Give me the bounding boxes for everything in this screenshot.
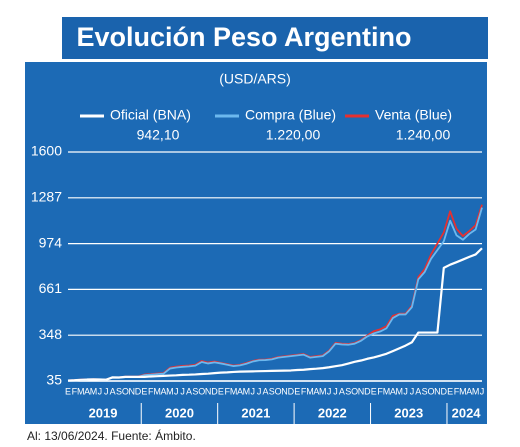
x-tick-label: E: [447, 386, 453, 396]
x-tick-label: M: [77, 386, 85, 396]
legend-value: 1.220,00: [266, 127, 321, 143]
series-line: [67, 247, 483, 382]
x-tick-label: J: [410, 386, 415, 396]
x-tick-label: F: [301, 386, 307, 396]
x-tick-label: O: [351, 386, 358, 396]
x-tick-label: S: [116, 386, 122, 396]
footer-note: Al: 13/06/2024. Fuente: Ámbito.: [27, 428, 196, 443]
x-tick-label: S: [422, 386, 428, 396]
x-tick-label: A: [313, 386, 319, 396]
x-tick-label: E: [65, 386, 71, 396]
x-tick-label: J: [98, 386, 103, 396]
x-tick-label: N: [358, 386, 365, 396]
y-tick-label: 35: [46, 372, 62, 388]
x-tick-label: E: [371, 386, 377, 396]
x-tick-label: M: [230, 386, 238, 396]
x-tick-label: A: [237, 386, 243, 396]
year-label: 2021: [241, 405, 270, 420]
year-label: 2023: [394, 405, 423, 420]
x-tick-label: A: [339, 386, 345, 396]
x-tick-label: J: [327, 386, 332, 396]
x-tick-label: J: [403, 386, 408, 396]
x-tick-label: O: [122, 386, 129, 396]
x-tick-label: M: [90, 386, 98, 396]
x-tick-label: E: [294, 386, 300, 396]
chart-subtitle: (USD/ARS): [219, 71, 291, 87]
x-tick-label: J: [250, 386, 255, 396]
y-tick-label: 1287: [31, 189, 62, 205]
y-tick-label: 1600: [31, 143, 62, 159]
x-tick-label: M: [472, 386, 480, 396]
x-tick-label: F: [148, 386, 154, 396]
x-tick-label: M: [459, 386, 467, 396]
x-tick-label: F: [224, 386, 230, 396]
x-tick-label: O: [198, 386, 205, 396]
x-tick-label: N: [281, 386, 288, 396]
legend-label: Compra (Blue): [245, 107, 336, 123]
title-banner: [62, 17, 488, 59]
chart-title: Evolución Peso Argentino: [76, 22, 411, 52]
x-tick-label: N: [205, 386, 212, 396]
x-tick-label: M: [153, 386, 161, 396]
x-tick-label: D: [288, 386, 295, 396]
y-tick-label: 661: [39, 280, 63, 296]
x-tick-label: A: [466, 386, 472, 396]
x-tick-label: S: [192, 386, 198, 396]
legend-label: Venta (Blue): [375, 107, 452, 123]
x-tick-label: D: [135, 386, 142, 396]
x-tick-label: A: [186, 386, 192, 396]
year-label: 2020: [165, 405, 194, 420]
year-label: 2022: [318, 405, 347, 420]
x-tick-label: J: [174, 386, 179, 396]
x-tick-label: F: [377, 386, 383, 396]
x-tick-label: A: [390, 386, 396, 396]
x-tick-label: D: [364, 386, 371, 396]
x-tick-label: A: [415, 386, 421, 396]
x-tick-label: M: [166, 386, 174, 396]
x-tick-label: F: [72, 386, 78, 396]
x-tick-label: A: [84, 386, 90, 396]
legend-value: 1.240,00: [396, 127, 451, 143]
x-tick-label: S: [345, 386, 351, 396]
x-tick-label: J: [104, 386, 109, 396]
year-label: 2019: [89, 405, 118, 420]
x-tick-label: J: [180, 386, 185, 396]
x-tick-label: M: [319, 386, 327, 396]
x-tick-label: A: [262, 386, 268, 396]
legend-value: 942,10: [137, 127, 180, 143]
x-tick-label: J: [257, 386, 262, 396]
x-tick-label: M: [383, 386, 391, 396]
x-tick-label: M: [395, 386, 403, 396]
x-tick-label: N: [434, 386, 441, 396]
x-tick-label: A: [110, 386, 116, 396]
x-tick-label: M: [243, 386, 251, 396]
x-tick-label: O: [275, 386, 282, 396]
x-tick-label: F: [454, 386, 460, 396]
x-tick-label: O: [428, 386, 435, 396]
x-tick-label: D: [211, 386, 218, 396]
x-tick-label: S: [269, 386, 275, 396]
legend-label: Oficial (BNA): [110, 107, 191, 123]
year-label: 2024: [452, 405, 482, 420]
x-tick-label: E: [141, 386, 147, 396]
x-tick-label: A: [161, 386, 167, 396]
x-tick-label: J: [480, 386, 485, 396]
x-tick-label: M: [306, 386, 314, 396]
y-tick-label: 348: [39, 326, 63, 342]
x-tick-label: D: [441, 386, 448, 396]
x-tick-label: E: [218, 386, 224, 396]
x-tick-label: J: [333, 386, 338, 396]
x-tick-label: N: [128, 386, 135, 396]
y-tick-label: 974: [39, 234, 63, 250]
